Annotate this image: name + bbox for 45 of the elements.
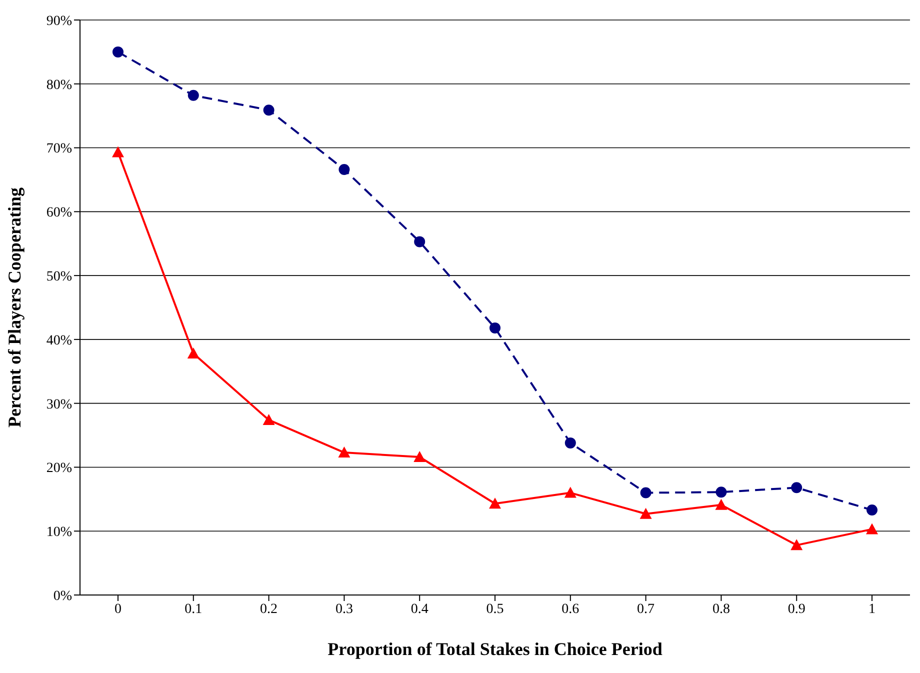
point (338, 164, 350, 175)
y-tick-label: 80% (46, 78, 72, 93)
point (715, 498, 728, 510)
y-tick-label: 70% (46, 142, 72, 157)
point (263, 104, 274, 116)
x-tick-label: 0.8 (712, 602, 730, 617)
point (338, 446, 350, 458)
y-tick-label: 20% (46, 461, 72, 476)
point (564, 486, 576, 498)
point (188, 90, 199, 101)
y-axis-title: Percent of Players Cooperating (4, 187, 24, 428)
point (791, 482, 802, 494)
point (716, 486, 727, 498)
x-tick-label: 0.2 (260, 602, 278, 617)
point (640, 508, 652, 519)
x-tick-label: 0.9 (788, 602, 806, 617)
x-tick-label: 0.4 (410, 602, 428, 617)
y-tick-label: 30% (46, 397, 72, 412)
point (414, 236, 426, 248)
x-tick-label: 1 (868, 602, 876, 617)
point (489, 498, 501, 509)
x-tick-label: 0 (114, 602, 122, 617)
point (866, 504, 878, 516)
x-tick-label: 0.7 (637, 602, 655, 617)
y-tick-label: 50% (46, 270, 72, 285)
point (640, 487, 652, 498)
y-tick-label: 0% (53, 588, 72, 604)
y-tick-label: 40% (46, 333, 72, 348)
point (187, 348, 200, 358)
x-tick-label: 0.6 (562, 602, 580, 617)
point (414, 451, 426, 462)
x-tick-label: 0.3 (335, 602, 353, 617)
point (564, 437, 576, 448)
point (490, 322, 500, 334)
x-tick-label: 0.1 (184, 602, 202, 617)
x-axis-title: Proportion of Total Stakes in Choice Period (328, 639, 662, 659)
y-tick-label: 90% (46, 14, 72, 29)
y-tick-label: 10% (46, 525, 72, 540)
point (112, 46, 124, 58)
point (790, 539, 803, 550)
x-tick-label: 0.5 (486, 602, 504, 617)
y-tick-label: 60% (46, 206, 72, 221)
point (262, 414, 275, 425)
point (112, 146, 124, 158)
point (866, 523, 878, 534)
